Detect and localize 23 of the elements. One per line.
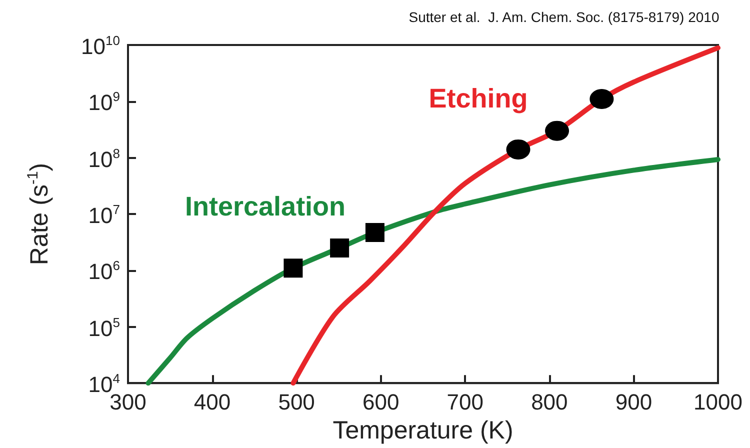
x-tick-label: 900 [615, 390, 652, 415]
x-tick-label: 400 [194, 390, 231, 415]
series-label: Etching [428, 84, 528, 114]
y-tick-label: 10$^{9}$ [88, 89, 120, 116]
x-tick-label: 1000 [694, 390, 742, 415]
x-axis-title: Temperature (K) [332, 416, 514, 444]
point [365, 223, 384, 242]
y-tick-label: 10$^{7}$ [88, 202, 120, 228]
x-tick-label: 700 [446, 390, 484, 415]
y-tick-label: 10$^{6}$ [88, 258, 120, 284]
y-tick-label: 10$^{5}$ [88, 314, 120, 341]
series-label: Intercalation [185, 191, 346, 222]
point [284, 258, 303, 278]
point [545, 120, 570, 141]
text: Sutter et al. J. Am. Chem. Soc. (8175-8179) 2010 [408, 9, 720, 25]
point [330, 238, 350, 258]
point [506, 139, 530, 160]
y-tick-label: 10$^{10}$ [81, 33, 120, 59]
x-tick-label: 500 [278, 390, 315, 415]
x-tick-label: 800 [531, 390, 568, 415]
x-tick-label: 600 [362, 390, 400, 415]
point [590, 89, 614, 110]
y-tick-label: 10$^{8}$ [88, 146, 120, 172]
